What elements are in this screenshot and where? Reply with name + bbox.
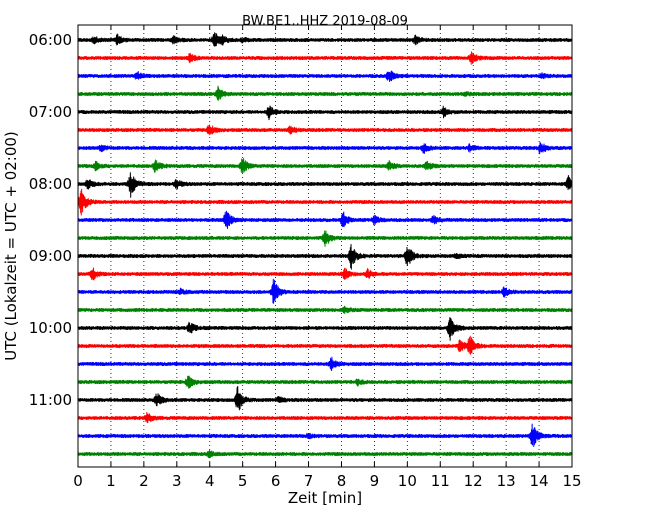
x-axis-label: Zeit [min]	[288, 489, 362, 507]
trace-line	[77, 70, 573, 83]
y-tick-label: 10:00	[29, 319, 72, 337]
trace-line	[77, 335, 573, 355]
x-tick-label: 6	[271, 472, 281, 490]
x-tick-label: 7	[304, 472, 314, 490]
y-axis: 06:00 07:00 08:00 09:00 10:00 11:00	[29, 31, 572, 409]
trace-line	[77, 385, 573, 411]
x-tick-label: 5	[238, 472, 248, 490]
trace-line	[77, 317, 573, 341]
x-tick-label: 2	[139, 472, 149, 490]
y-tick-label: 07:00	[29, 103, 72, 121]
x-tick-label: 15	[562, 472, 581, 490]
x-tick-label: 14	[530, 472, 549, 490]
trace-line	[77, 267, 573, 281]
seismogram-traces	[77, 32, 573, 459]
trace-line	[77, 375, 573, 389]
trace-line	[77, 188, 573, 216]
x-tick-label: 12	[464, 472, 483, 490]
trace-line	[77, 141, 573, 155]
trace-line	[77, 157, 573, 174]
trace-line	[77, 51, 573, 65]
trace-line	[77, 105, 573, 121]
x-tick-label: 11	[431, 472, 450, 490]
y-tick-label: 08:00	[29, 175, 72, 193]
trace-line	[77, 85, 573, 101]
trace-line	[77, 305, 573, 315]
trace-line	[77, 423, 573, 447]
grid-lines	[110, 25, 540, 467]
x-tick-label: 4	[205, 472, 215, 490]
x-tick-label: 0	[73, 472, 83, 490]
y-tick-label: 06:00	[29, 31, 72, 49]
x-tick-label: 1	[106, 472, 116, 490]
x-tick-label: 8	[337, 472, 347, 490]
x-tick-label: 3	[172, 472, 182, 490]
trace-line	[77, 449, 573, 459]
trace-line	[77, 230, 573, 247]
y-tick-label: 09:00	[29, 247, 72, 265]
trace-line	[77, 412, 573, 424]
y-axis-label: UTC (Lokalzeit = UTC + 02:00)	[2, 131, 20, 361]
x-axis: 0 1 2 3 4 5 6 7 8 9 10 11 12 13 14 15	[73, 25, 582, 490]
chart-title: BW.BE1..HHZ 2019-08-09	[242, 14, 408, 29]
x-tick-label: 9	[370, 472, 380, 490]
trace-line	[77, 356, 573, 372]
plot-frame	[77, 24, 573, 468]
trace-line	[77, 243, 573, 270]
trace-line	[77, 172, 573, 198]
x-tick-label: 13	[497, 472, 516, 490]
x-tick-label: 10	[398, 472, 417, 490]
trace-line	[77, 278, 573, 304]
trace-line	[77, 124, 573, 136]
y-tick-label: 11:00	[29, 391, 72, 409]
trace-line	[77, 210, 573, 229]
trace-line	[77, 32, 573, 47]
